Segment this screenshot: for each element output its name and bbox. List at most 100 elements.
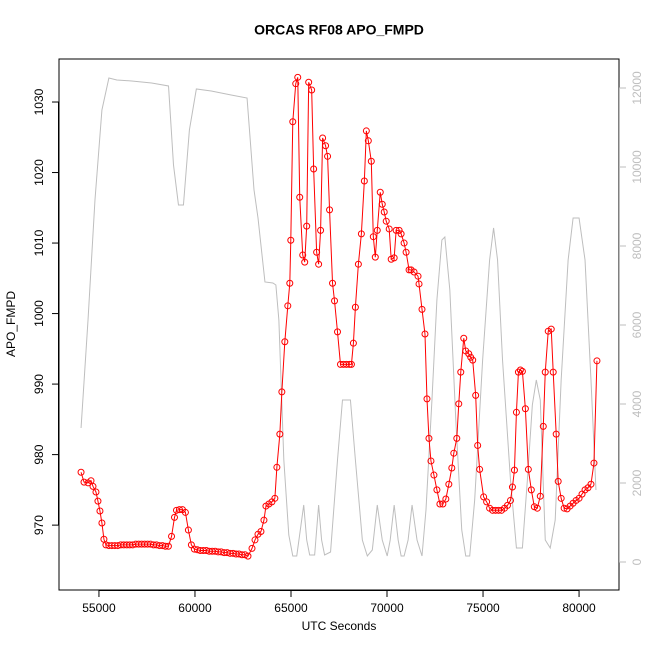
x-tick-label: 70000 [370,601,404,615]
point [380,208,388,216]
point [244,552,252,560]
point [373,226,381,234]
point [541,368,549,376]
point [308,86,316,94]
point [472,391,480,399]
y2-tick-label: 0 [630,558,644,565]
point [313,248,321,256]
y-tick-label: 980 [32,444,46,464]
point [324,152,332,160]
point [351,303,359,311]
point [480,493,488,501]
point [427,457,435,465]
point [385,225,393,233]
point [433,486,441,494]
point [278,388,286,396]
point [281,338,289,346]
point [319,134,327,142]
point [547,325,555,333]
point [448,464,456,472]
point [92,488,100,496]
point [453,434,461,442]
point [510,466,518,474]
x-tick-label: 65000 [274,601,308,615]
point [516,366,524,374]
point [474,441,482,449]
point [378,200,386,208]
point [514,368,522,376]
point [271,494,279,502]
point [469,356,477,364]
point [284,302,292,310]
point [552,430,560,438]
point [347,360,355,368]
point [294,73,302,81]
plot-area [77,73,601,560]
point [345,360,353,368]
point [181,508,189,516]
point [248,544,256,552]
point [276,430,284,438]
point [364,137,372,145]
point [539,422,547,430]
y2-tick-label: 4000 [630,390,644,417]
point [512,408,520,416]
y-tick-label: 1000 [32,300,46,327]
y-tick-label: 970 [32,515,46,535]
point [360,177,368,185]
point [593,357,601,365]
point [506,496,514,504]
point [322,142,330,150]
point [397,230,405,238]
point [362,127,370,135]
point [533,504,541,512]
point [430,471,438,479]
point [376,188,384,196]
point [273,463,281,471]
x-tick-label: 60000 [178,601,212,615]
point [445,480,453,488]
point [524,465,532,473]
point [418,305,426,313]
point [423,395,431,403]
point [390,254,398,262]
point [371,253,379,261]
y-tick-label: 1010 [32,229,46,256]
point [164,542,172,550]
y2-tick-label: 8000 [630,232,644,259]
point [587,480,595,488]
point [354,260,362,268]
point [436,500,444,508]
point [536,492,544,500]
point [442,495,450,503]
point [289,118,297,126]
point [414,272,422,280]
point [170,513,178,521]
secondary-line [80,77,597,558]
point [521,405,529,413]
point [184,526,192,534]
point [329,279,337,287]
point [457,368,465,376]
point [334,328,342,336]
point [77,468,85,476]
point [410,268,418,276]
point [303,222,311,230]
point [292,80,300,88]
point [476,465,484,473]
point [299,251,307,259]
point [89,482,97,490]
point [260,516,268,524]
point [455,400,463,408]
point [439,500,447,508]
point [257,527,265,535]
point [560,504,568,512]
x-tick-label: 55000 [82,601,116,615]
point [495,506,503,514]
point [305,78,313,86]
x-axis-label: UTC Seconds [302,619,377,633]
point [400,239,408,247]
